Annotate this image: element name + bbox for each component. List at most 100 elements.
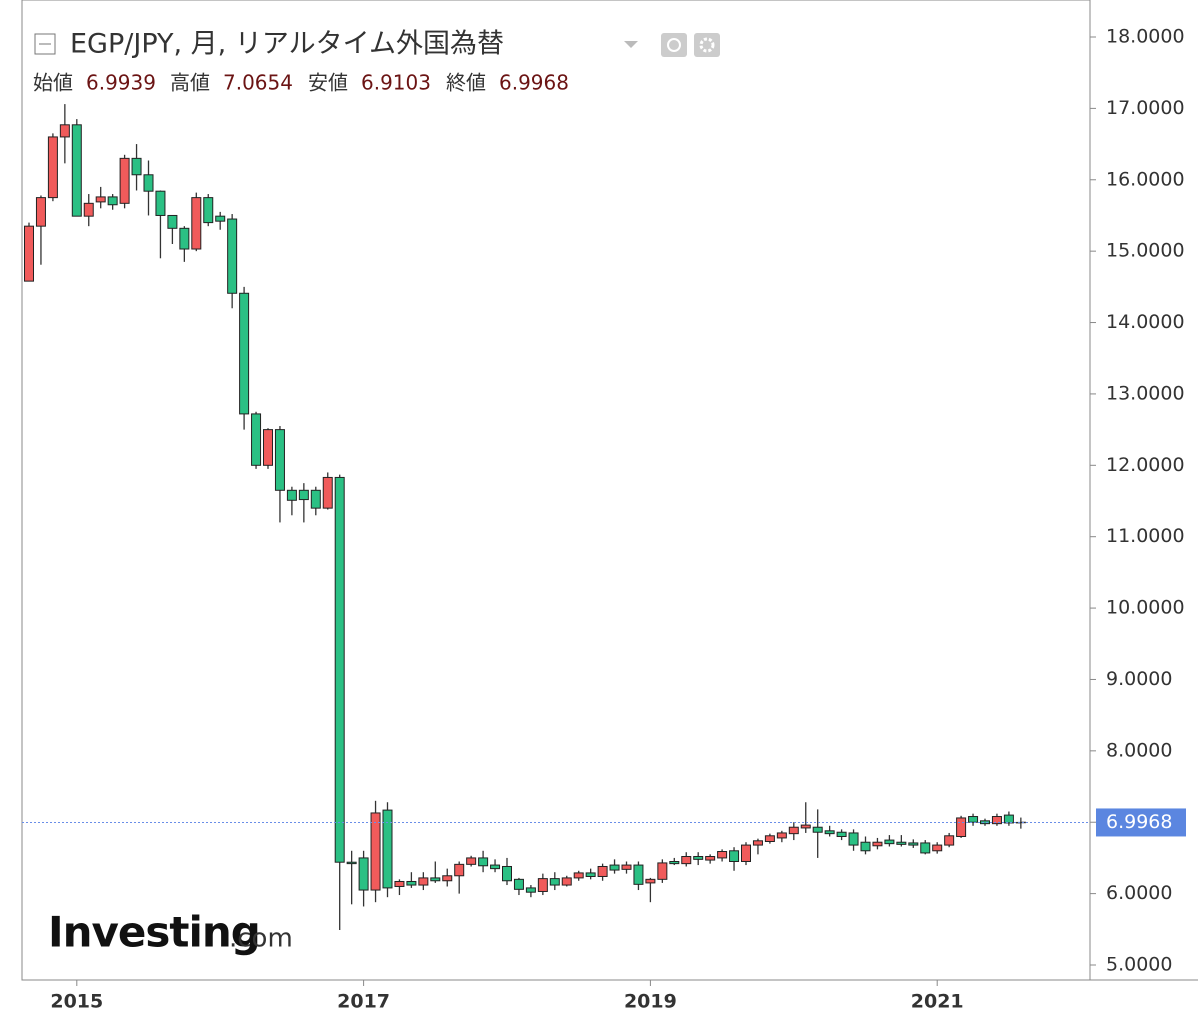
candle-body [884,839,895,845]
candle-body [203,197,214,224]
candle-body [35,197,46,227]
candle-body [191,197,202,250]
ohlc-label: 始値 [33,71,73,95]
candle-body [227,218,238,294]
y-tick-label: 15.0000 [1106,240,1185,262]
candle-body [47,136,58,199]
candle-body [346,861,357,865]
candle-body [119,157,130,204]
candle-body [597,865,608,877]
y-tick-label: 5.0000 [1106,954,1172,976]
candle-body [812,826,823,833]
candle-body [956,817,967,838]
candle-body [406,880,417,886]
candle-body [454,863,465,877]
candle-body [286,489,297,501]
candle-body [370,812,381,891]
ohlc-label: 高値 [170,71,210,95]
candle-body [358,857,369,891]
candle-body [490,864,501,870]
candle-body [274,429,285,491]
ohlc-label: 安値 [308,71,348,95]
candle-body [741,844,751,862]
eye-icon-ring [667,38,681,52]
candle-body [71,124,82,217]
candle-body [621,864,632,870]
candle-body [215,215,226,222]
candle-body [800,824,811,829]
candle-body [179,227,190,250]
candle-body [131,157,142,176]
candle-body [968,816,979,823]
candle-body [251,413,262,466]
y-tick-label: 13.0000 [1106,382,1185,404]
ohlc-value: 6.9103 [361,71,431,95]
settings-icon[interactable] [694,33,720,57]
candle-body [107,196,118,206]
candle-body [764,835,775,843]
candle-body [239,292,250,415]
candle-body [466,857,477,865]
candle-body [896,841,907,845]
chart-title: EGP/JPY, 月, リアルタイム外国為替 [70,29,504,60]
candle-body [334,476,345,863]
candle-body [669,860,680,865]
ohlc-value: 6.9939 [86,71,156,95]
candle-body [24,225,34,282]
candle-body [430,877,441,882]
candle-body [980,820,990,825]
last-price-label: 6.9968 [1106,811,1172,833]
candle-body [585,872,596,877]
y-tick-label: 14.0000 [1106,311,1185,333]
candle-body [729,850,740,862]
y-tick-label: 18.0000 [1106,26,1185,48]
candle-body [991,816,1002,825]
candle-body [657,862,668,880]
candle-body [836,831,847,838]
last-price-box [1096,808,1186,837]
candle-body [609,864,620,871]
candle-body [95,196,106,203]
candle-body [155,190,166,216]
ohlc-label: 終値 [446,71,486,95]
candle-body [394,880,405,887]
logo-suffix: .com [229,924,293,954]
y-tick-label: 17.0000 [1106,97,1185,119]
y-tick-label: 10.0000 [1106,597,1185,619]
candle-body [298,489,309,501]
y-tick-label: 9.0000 [1106,668,1172,690]
settings-icon-gear [699,37,715,53]
candle-body [920,842,931,854]
candle-body [537,878,548,892]
ohlc-value: 7.0654 [223,71,293,95]
ohlc-value: 6.9968 [499,71,569,95]
candle-body [944,835,955,846]
candle-body [83,202,94,217]
candle-body [561,877,572,886]
x-tick-label: 2019 [624,991,677,1013]
y-tick-label: 11.0000 [1106,525,1185,547]
candle-body [525,887,536,893]
x-tick-label: 2015 [50,991,103,1013]
candle-body [788,826,799,835]
candle-body [908,842,919,846]
candle-body [322,476,333,509]
candle-body [693,855,704,860]
candle-body [502,865,512,882]
y-tick-label: 8.0000 [1106,739,1172,761]
eye-icon[interactable] [661,33,687,57]
candle-body [932,844,943,852]
candle-body [717,850,728,859]
dropdown-icon[interactable] [624,41,638,48]
candle-body [776,832,787,839]
candle-body [59,124,70,138]
candle-body [310,489,321,509]
candle-body [167,214,178,229]
x-tick-label: 2021 [911,991,964,1013]
candle-body [549,878,560,886]
candle-body [860,841,871,852]
candle-body [143,174,154,192]
plot-frame [21,0,1091,981]
